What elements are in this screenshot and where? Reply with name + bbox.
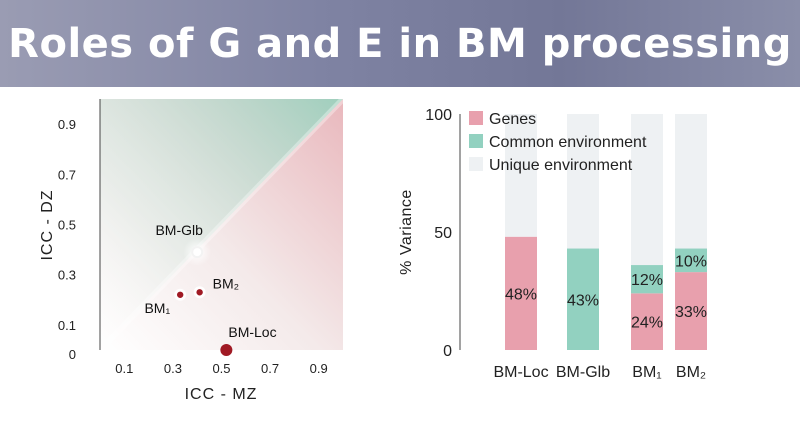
legend-swatch <box>469 134 483 148</box>
legend-swatch <box>469 157 483 171</box>
y-tick-label: 0.3 <box>58 268 76 283</box>
x-tick-label: 0.9 <box>310 361 328 376</box>
title-banner: Roles of G and E in BM processing <box>0 0 800 87</box>
x-category-label: BM₂ <box>676 364 706 381</box>
y-tick-label: 0.7 <box>58 167 76 182</box>
legend-label: Common environment <box>489 134 647 151</box>
bar-value-label: 24% <box>631 315 663 332</box>
legend-label: Genes <box>489 111 536 128</box>
x-category-label: BM-Loc <box>493 364 548 381</box>
x-tick-label: 0.5 <box>212 361 230 376</box>
bar-segment <box>505 114 537 237</box>
y-tick-label: 0 <box>69 347 76 362</box>
page-title: Roles of G and E in BM processing <box>8 20 792 67</box>
x-category-label: BM₁ <box>632 364 661 381</box>
x-category-label: BM-Glb <box>556 364 610 381</box>
bar-segment <box>631 293 663 350</box>
y-tick-label: 50 <box>434 225 452 242</box>
point-label: BM₂ <box>213 275 239 291</box>
stacked-bar-chart: 0 50 100 % Variance BM-Loc BM-Glb BM₁ BM₂ 48% 43%… <box>398 107 707 381</box>
bar-segment <box>631 265 663 294</box>
point-label: BM-Glb <box>155 222 203 238</box>
bar-segment <box>567 114 599 249</box>
bar-segment <box>675 248 707 273</box>
data-point <box>176 291 184 298</box>
x-tick-label: 0.1 <box>115 361 133 376</box>
y-tick-label: 0.1 <box>58 318 76 333</box>
x-tick-label: 0.3 <box>164 361 182 376</box>
bar-value-label: 48% <box>505 286 537 303</box>
x-axis-label: ICC - MZ <box>185 386 258 403</box>
figure-canvas: 0.1 0.3 0.5 0.7 0.9 0 0.1 0.3 0.5 0.7 0.9 ICC - MZ I… <box>39 96 707 403</box>
y-axis-label: % Variance <box>398 189 415 275</box>
bar-segment <box>567 248 599 350</box>
legend-label: Unique environment <box>489 157 633 174</box>
bar-value-label: 12% <box>631 272 663 289</box>
diagonal-band <box>97 96 346 353</box>
data-point <box>196 289 203 296</box>
scatter-plot: 0.1 0.3 0.5 0.7 0.9 0 0.1 0.3 0.5 0.7 0.9 ICC - MZ I… <box>39 96 346 403</box>
y-axis-label: ICC - DZ <box>39 189 56 260</box>
legend-swatch <box>469 111 483 125</box>
data-point <box>220 344 233 356</box>
y-tick-label: 0 <box>443 343 452 360</box>
bar-segment <box>631 114 663 266</box>
bar-value-label: 33% <box>675 304 707 321</box>
plot-background-upper <box>100 99 343 350</box>
y-tick-label: 0.5 <box>58 218 76 233</box>
y-tick-label: 100 <box>425 107 452 124</box>
bar-value-label: 43% <box>567 292 599 309</box>
x-tick-label: 0.7 <box>261 361 279 376</box>
data-point <box>191 246 204 259</box>
bar-segment <box>675 272 707 350</box>
point-label: BM₁ <box>144 300 170 316</box>
bar-value-label: 10% <box>675 253 707 270</box>
y-tick-label: 0.9 <box>58 117 76 132</box>
bar-segment <box>675 114 707 249</box>
bar-segment <box>505 236 537 350</box>
point-label: BM-Loc <box>228 324 276 340</box>
